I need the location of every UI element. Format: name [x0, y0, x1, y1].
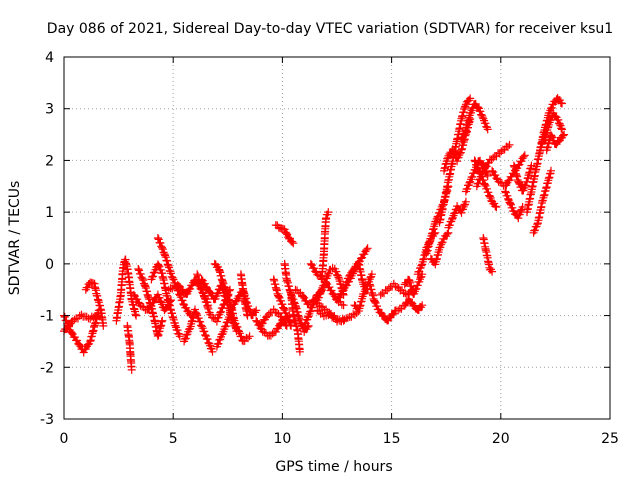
x-tick-label: 25	[601, 431, 619, 447]
y-tick-label: -2	[40, 360, 54, 376]
y-tick-label: 1	[45, 205, 54, 221]
chart-title: Day 086 of 2021, Sidereal Day-to-day VTE…	[47, 21, 613, 37]
y-tick-label: 2	[45, 153, 54, 169]
plot-frame	[63, 56, 611, 420]
x-tick-label: 20	[492, 431, 510, 447]
x-tick-label: 10	[273, 431, 291, 447]
x-axis-label: GPS time / hours	[275, 459, 392, 475]
y-axis-label: SDTVAR / TECUs	[7, 181, 23, 296]
axis-ticks: 0 5 10 15 20 25 -3 -2 -1 0 1 2 3 4	[40, 50, 619, 447]
y-tick-label: 0	[45, 257, 54, 273]
y-tick-label: 3	[45, 102, 54, 118]
y-tick-label: 4	[45, 50, 54, 66]
x-tick-label: 0	[60, 431, 69, 447]
y-tick-label: -1	[40, 309, 54, 325]
x-tick-label: 5	[169, 431, 178, 447]
y-tick-label: -3	[40, 412, 54, 428]
x-tick-label: 15	[383, 431, 401, 447]
